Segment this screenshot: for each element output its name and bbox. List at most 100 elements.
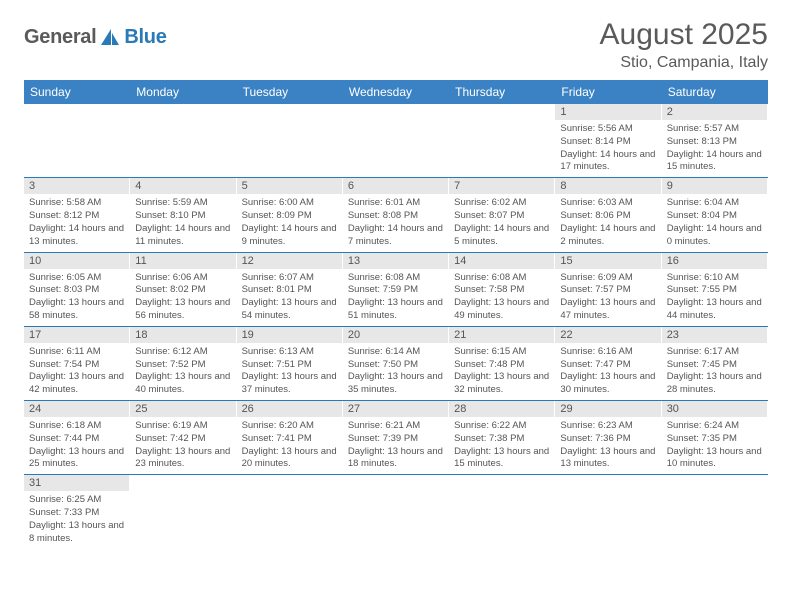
day-details: Sunrise: 6:13 AMSunset: 7:51 PMDaylight:… (237, 343, 343, 400)
calendar-cell: 25Sunrise: 6:19 AMSunset: 7:42 PMDayligh… (130, 401, 236, 475)
calendar-row: 17Sunrise: 6:11 AMSunset: 7:54 PMDayligh… (24, 326, 768, 400)
calendar-row: 31Sunrise: 6:25 AMSunset: 7:33 PMDayligh… (24, 475, 768, 549)
calendar-cell: 10Sunrise: 6:05 AMSunset: 8:03 PMDayligh… (24, 252, 130, 326)
day-number: 25 (130, 401, 236, 417)
sunset-text: Sunset: 7:51 PM (242, 359, 338, 372)
calendar-cell: 17Sunrise: 6:11 AMSunset: 7:54 PMDayligh… (24, 326, 130, 400)
weekday-header: Monday (130, 80, 236, 104)
sunrise-text: Sunrise: 6:05 AM (29, 272, 125, 285)
calendar-cell: 19Sunrise: 6:13 AMSunset: 7:51 PMDayligh… (237, 326, 343, 400)
sunrise-text: Sunrise: 6:16 AM (560, 346, 656, 359)
sunrise-text: Sunrise: 6:22 AM (454, 420, 550, 433)
weekday-header: Thursday (449, 80, 555, 104)
day-details: Sunrise: 6:25 AMSunset: 7:33 PMDaylight:… (24, 491, 130, 548)
calendar-cell: 15Sunrise: 6:09 AMSunset: 7:57 PMDayligh… (555, 252, 661, 326)
day-details: Sunrise: 6:11 AMSunset: 7:54 PMDaylight:… (24, 343, 130, 400)
sunset-text: Sunset: 8:09 PM (242, 210, 338, 223)
day-number: 20 (343, 327, 449, 343)
calendar-cell (130, 475, 236, 549)
sunrise-text: Sunrise: 5:58 AM (29, 197, 125, 210)
daylight-text: Daylight: 13 hours and 18 minutes. (348, 446, 444, 472)
sunset-text: Sunset: 7:45 PM (667, 359, 763, 372)
day-details: Sunrise: 6:02 AMSunset: 8:07 PMDaylight:… (449, 194, 555, 251)
sunset-text: Sunset: 8:02 PM (135, 284, 231, 297)
daylight-text: Daylight: 13 hours and 13 minutes. (560, 446, 656, 472)
sunrise-text: Sunrise: 6:20 AM (242, 420, 338, 433)
daylight-text: Daylight: 13 hours and 49 minutes. (454, 297, 550, 323)
calendar-cell: 20Sunrise: 6:14 AMSunset: 7:50 PMDayligh… (343, 326, 449, 400)
day-number: 8 (555, 178, 661, 194)
day-details: Sunrise: 6:00 AMSunset: 8:09 PMDaylight:… (237, 194, 343, 251)
day-details: Sunrise: 5:59 AMSunset: 8:10 PMDaylight:… (130, 194, 236, 251)
sunset-text: Sunset: 7:57 PM (560, 284, 656, 297)
daylight-text: Daylight: 14 hours and 9 minutes. (242, 223, 338, 249)
day-number: 3 (24, 178, 130, 194)
sunset-text: Sunset: 7:59 PM (348, 284, 444, 297)
sunset-text: Sunset: 7:50 PM (348, 359, 444, 372)
sunrise-text: Sunrise: 6:11 AM (29, 346, 125, 359)
sunset-text: Sunset: 7:41 PM (242, 433, 338, 446)
sunrise-text: Sunrise: 6:17 AM (667, 346, 763, 359)
day-details: Sunrise: 6:08 AMSunset: 7:59 PMDaylight:… (343, 269, 449, 326)
day-details: Sunrise: 6:03 AMSunset: 8:06 PMDaylight:… (555, 194, 661, 251)
logo: General Blue (24, 26, 167, 49)
daylight-text: Daylight: 13 hours and 40 minutes. (135, 371, 231, 397)
weekday-header: Tuesday (237, 80, 343, 104)
calendar-cell (343, 104, 449, 178)
day-number: 11 (130, 253, 236, 269)
calendar-cell: 26Sunrise: 6:20 AMSunset: 7:41 PMDayligh… (237, 401, 343, 475)
day-number: 16 (662, 253, 768, 269)
calendar-cell: 18Sunrise: 6:12 AMSunset: 7:52 PMDayligh… (130, 326, 236, 400)
sunrise-text: Sunrise: 6:23 AM (560, 420, 656, 433)
weekday-header: Sunday (24, 80, 130, 104)
day-number: 26 (237, 401, 343, 417)
sunset-text: Sunset: 8:10 PM (135, 210, 231, 223)
day-number: 18 (130, 327, 236, 343)
day-details: Sunrise: 6:18 AMSunset: 7:44 PMDaylight:… (24, 417, 130, 474)
daylight-text: Daylight: 13 hours and 8 minutes. (29, 520, 125, 546)
calendar-cell: 27Sunrise: 6:21 AMSunset: 7:39 PMDayligh… (343, 401, 449, 475)
day-number: 13 (343, 253, 449, 269)
weekday-header-row: Sunday Monday Tuesday Wednesday Thursday… (24, 80, 768, 104)
sunset-text: Sunset: 8:14 PM (560, 136, 656, 149)
calendar-cell: 29Sunrise: 6:23 AMSunset: 7:36 PMDayligh… (555, 401, 661, 475)
calendar-row: 3Sunrise: 5:58 AMSunset: 8:12 PMDaylight… (24, 178, 768, 252)
logo-text-2: Blue (124, 26, 166, 49)
calendar-row: 1Sunrise: 5:56 AMSunset: 8:14 PMDaylight… (24, 104, 768, 178)
day-number: 6 (343, 178, 449, 194)
daylight-text: Daylight: 13 hours and 58 minutes. (29, 297, 125, 323)
day-details: Sunrise: 5:57 AMSunset: 8:13 PMDaylight:… (662, 120, 768, 177)
calendar-cell: 7Sunrise: 6:02 AMSunset: 8:07 PMDaylight… (449, 178, 555, 252)
sunset-text: Sunset: 8:07 PM (454, 210, 550, 223)
weekday-header: Saturday (662, 80, 768, 104)
day-details: Sunrise: 6:05 AMSunset: 8:03 PMDaylight:… (24, 269, 130, 326)
day-details: Sunrise: 6:06 AMSunset: 8:02 PMDaylight:… (130, 269, 236, 326)
day-details: Sunrise: 6:12 AMSunset: 7:52 PMDaylight:… (130, 343, 236, 400)
day-number: 27 (343, 401, 449, 417)
calendar-cell: 28Sunrise: 6:22 AMSunset: 7:38 PMDayligh… (449, 401, 555, 475)
daylight-text: Daylight: 14 hours and 11 minutes. (135, 223, 231, 249)
sunset-text: Sunset: 8:01 PM (242, 284, 338, 297)
calendar-cell (343, 475, 449, 549)
logo-sail-icon (99, 29, 121, 47)
sunrise-text: Sunrise: 6:03 AM (560, 197, 656, 210)
sunrise-text: Sunrise: 5:56 AM (560, 123, 656, 136)
sunset-text: Sunset: 8:06 PM (560, 210, 656, 223)
sunset-text: Sunset: 7:33 PM (29, 507, 125, 520)
sunrise-text: Sunrise: 6:21 AM (348, 420, 444, 433)
sunset-text: Sunset: 7:44 PM (29, 433, 125, 446)
calendar-cell: 31Sunrise: 6:25 AMSunset: 7:33 PMDayligh… (24, 475, 130, 549)
sunset-text: Sunset: 7:58 PM (454, 284, 550, 297)
page-title: August 2025 (600, 18, 768, 52)
daylight-text: Daylight: 13 hours and 30 minutes. (560, 371, 656, 397)
day-number: 28 (449, 401, 555, 417)
daylight-text: Daylight: 13 hours and 32 minutes. (454, 371, 550, 397)
daylight-text: Daylight: 13 hours and 28 minutes. (667, 371, 763, 397)
daylight-text: Daylight: 14 hours and 5 minutes. (454, 223, 550, 249)
daylight-text: Daylight: 14 hours and 2 minutes. (560, 223, 656, 249)
title-block: August 2025 Stio, Campania, Italy (600, 18, 768, 72)
calendar-cell: 2Sunrise: 5:57 AMSunset: 8:13 PMDaylight… (662, 104, 768, 178)
sunrise-text: Sunrise: 6:02 AM (454, 197, 550, 210)
daylight-text: Daylight: 13 hours and 44 minutes. (667, 297, 763, 323)
day-number: 29 (555, 401, 661, 417)
